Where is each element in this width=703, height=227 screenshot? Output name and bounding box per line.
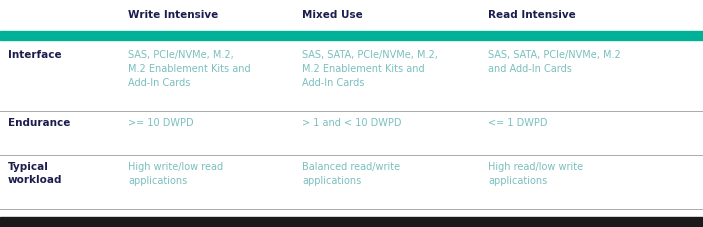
Text: Read Intensive: Read Intensive	[488, 10, 576, 20]
Text: Interface: Interface	[8, 50, 62, 60]
Bar	[0, 217, 703, 227]
Text: SAS, PCIe/NVMe, M.2,
M.2 Enablement Kits and
Add-In Cards: SAS, PCIe/NVMe, M.2, M.2 Enablement Kits…	[128, 50, 251, 88]
Text: Typical
workload: Typical workload	[8, 161, 63, 184]
Text: >= 10 DWPD: >= 10 DWPD	[128, 118, 193, 127]
Text: Balanced read/write
applications: Balanced read/write applications	[302, 161, 400, 185]
Text: Mixed Use: Mixed Use	[302, 10, 363, 20]
Text: > 1 and < 10 DWPD: > 1 and < 10 DWPD	[302, 118, 401, 127]
Bar	[0, 32, 703, 41]
Text: High read/low write
applications: High read/low write applications	[488, 161, 583, 185]
Text: SAS, SATA, PCIe/NVMe, M.2,
M.2 Enablement Kits and
Add-In Cards: SAS, SATA, PCIe/NVMe, M.2, M.2 Enablemen…	[302, 50, 438, 88]
Text: <= 1 DWPD: <= 1 DWPD	[488, 118, 548, 127]
Text: High write/low read
applications: High write/low read applications	[128, 161, 223, 185]
Text: SAS, SATA, PCIe/NVMe, M.2
and Add-In Cards: SAS, SATA, PCIe/NVMe, M.2 and Add-In Car…	[488, 50, 621, 74]
Text: Write Intensive: Write Intensive	[128, 10, 218, 20]
Text: Endurance: Endurance	[8, 118, 70, 127]
